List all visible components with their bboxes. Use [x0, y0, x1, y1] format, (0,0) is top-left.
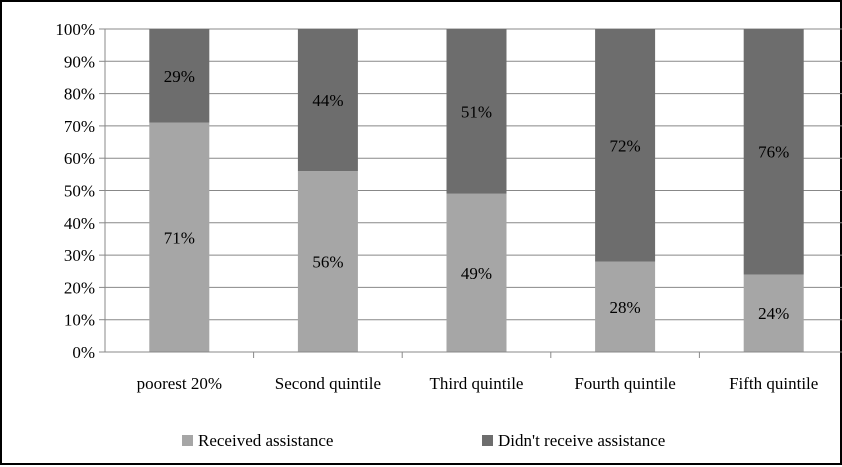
bars [149, 29, 804, 352]
data-label: 76% [758, 143, 789, 162]
y-tick-label: 40% [64, 214, 95, 233]
bar-segment [595, 261, 656, 352]
bar-segment [743, 274, 804, 352]
legend-swatch [182, 435, 193, 446]
data-label: 44% [312, 91, 343, 110]
y-tick-label: 50% [64, 182, 95, 201]
y-tick-label: 100% [55, 20, 95, 39]
bar-segment [743, 29, 804, 275]
x-category-label: Fifth quintile [729, 374, 818, 393]
data-label: 72% [610, 136, 641, 155]
x-category-label: Second quintile [275, 374, 381, 393]
x-category-label: Fourth quintile [574, 374, 676, 393]
bar-segment [297, 171, 358, 352]
bar-segment [446, 193, 507, 352]
y-tick-label: 60% [64, 149, 95, 168]
y-tick-label: 20% [64, 278, 95, 297]
data-label: 29% [164, 67, 195, 86]
y-tick-label: 70% [64, 117, 95, 136]
bar-segment [446, 29, 507, 194]
y-tick-label: 90% [64, 52, 95, 71]
data-label: 51% [461, 102, 492, 121]
y-tick-label: 80% [64, 85, 95, 104]
bar-segment [595, 29, 656, 262]
legend: Received assistance Didn't receive assist… [182, 431, 665, 450]
data-label: 71% [164, 228, 195, 247]
bar-segment [149, 29, 210, 123]
data-labels: 71% 29% 56% 44% 49% 51% 28% 72% 24% 76% [164, 67, 790, 323]
data-label: 28% [610, 298, 641, 317]
y-tick-label: 30% [64, 246, 95, 265]
bar-segment [297, 29, 358, 172]
legend-label: Received assistance [198, 431, 333, 450]
bar-segment [149, 122, 210, 352]
x-category-label: poorest 20% [137, 374, 222, 393]
data-label: 56% [312, 253, 343, 272]
legend-label: Didn't receive assistance [498, 431, 665, 450]
data-label: 49% [461, 264, 492, 283]
data-label: 24% [758, 304, 789, 323]
y-tick-label: 0% [72, 343, 95, 362]
y-tick-label: 10% [64, 311, 95, 330]
x-category-label: Third quintile [430, 374, 524, 393]
legend-swatch [482, 435, 493, 446]
axes: 0% 10% 20% 30% 40% 50% 60% 70% 80% 90% 100% poorest… [55, 20, 842, 393]
